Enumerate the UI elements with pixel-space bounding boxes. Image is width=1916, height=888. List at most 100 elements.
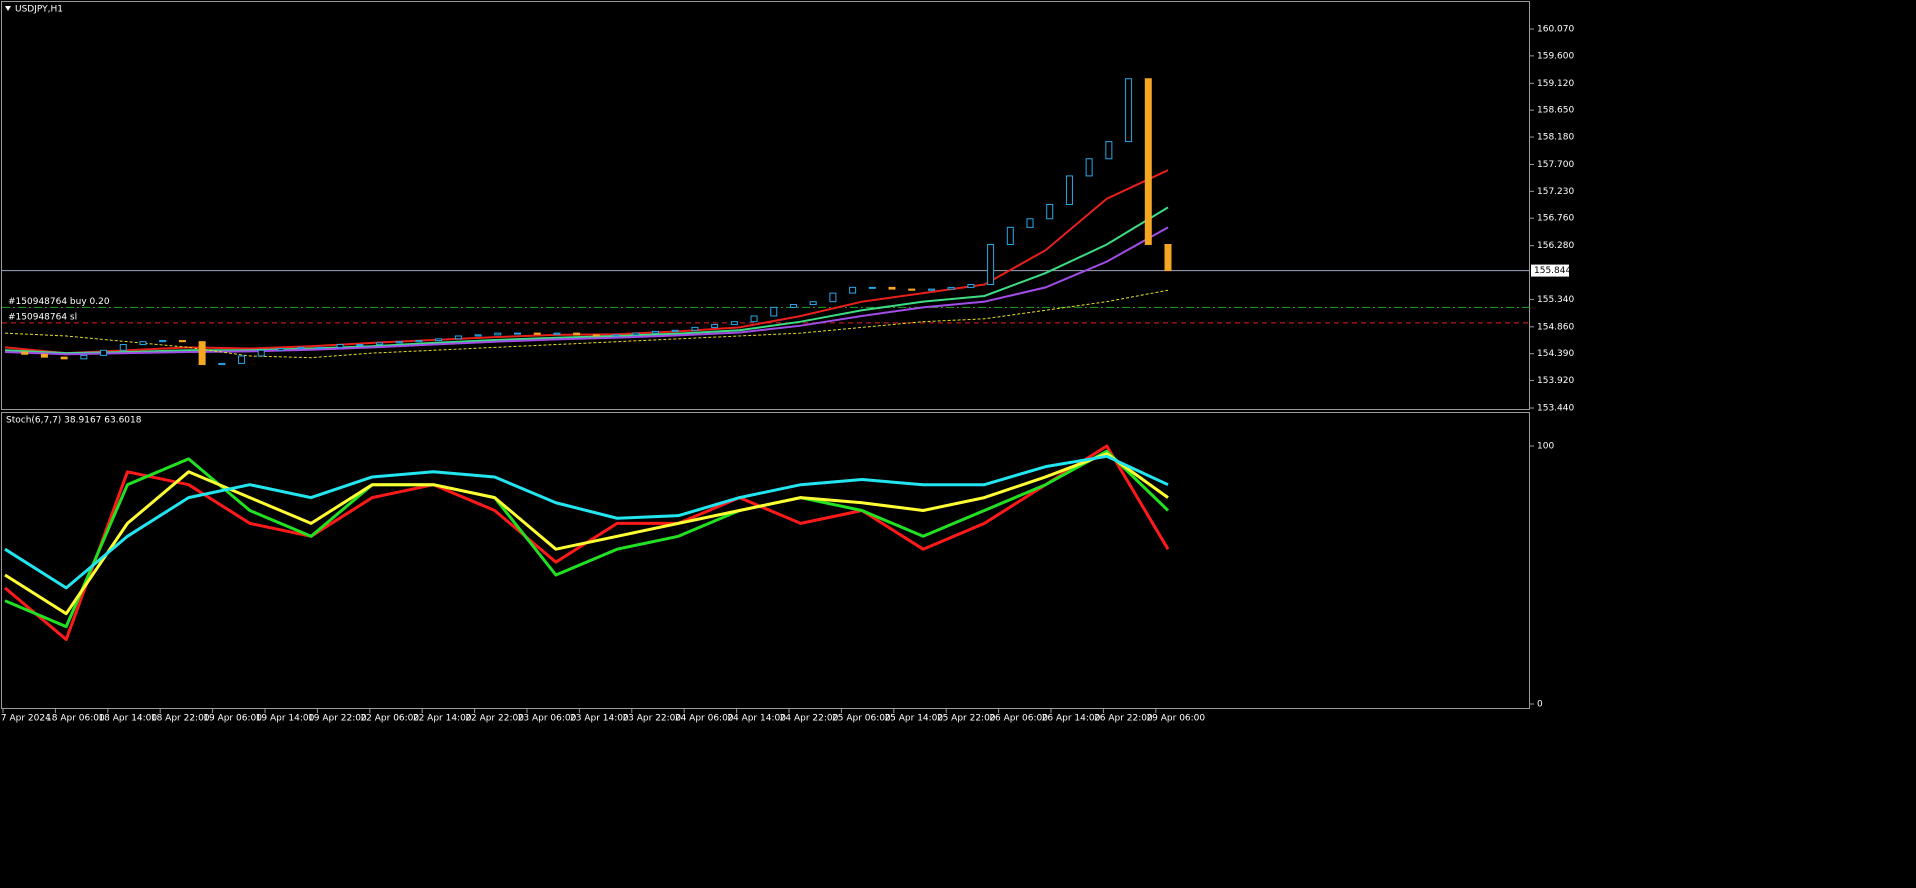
- candle: [474, 334, 482, 337]
- time-label: 18 Apr 22:00: [151, 714, 210, 724]
- candle: [1125, 78, 1133, 143]
- candle: [336, 344, 344, 348]
- candle: [711, 324, 719, 328]
- candle: [849, 286, 857, 294]
- time-label: 22 Apr 06:00: [360, 714, 419, 724]
- stoch-pane-border: [1, 412, 1530, 709]
- candle: [750, 315, 758, 323]
- price-tick-label: 157.230: [1537, 187, 1574, 197]
- price-tick-label: 155.340: [1537, 295, 1574, 305]
- time-label: 18 Apr 14:00: [98, 714, 157, 724]
- candle: [100, 349, 108, 356]
- candle: [691, 326, 699, 331]
- time-label: 26 Apr 06:00: [989, 714, 1048, 724]
- time-label: 22 Apr 22:00: [465, 714, 524, 724]
- stoch-line: [4, 449, 1170, 629]
- time-label: 23 Apr 06:00: [518, 714, 577, 724]
- stoch-tick-label: 0: [1537, 700, 1543, 710]
- candle: [21, 351, 29, 355]
- price-tick-label: 160.070: [1537, 25, 1574, 35]
- time-label: 19 Apr 06:00: [203, 714, 262, 724]
- time-label: 23 Apr 14:00: [570, 714, 629, 724]
- time-label: 18 Apr 06:00: [46, 714, 105, 724]
- time-label: 24 Apr 14:00: [727, 714, 786, 724]
- candle: [159, 340, 167, 343]
- collapse-icon[interactable]: [5, 6, 11, 11]
- candle: [80, 354, 88, 360]
- candle: [1105, 141, 1113, 160]
- price-pane-border: [1, 1, 1530, 410]
- candle: [967, 284, 975, 288]
- candle: [178, 340, 186, 343]
- candle: [908, 288, 916, 291]
- candle: [809, 301, 817, 306]
- candle: [730, 321, 738, 326]
- stoch-label: Stoch(6,7,7) 38.9167 63.6018: [6, 416, 142, 426]
- candle: [198, 341, 206, 366]
- candle: [40, 353, 48, 358]
- candle: [987, 244, 995, 286]
- candle: [651, 330, 659, 334]
- candle: [553, 332, 561, 335]
- candle: [119, 344, 127, 351]
- candle: [770, 306, 778, 317]
- time-label: 26 Apr 14:00: [1042, 714, 1101, 724]
- stoch-line: [4, 452, 1169, 616]
- current-price-label: 155.844: [1534, 266, 1571, 276]
- current-price-box: [1531, 264, 1569, 277]
- candle: [573, 332, 581, 336]
- candle: [376, 342, 384, 346]
- time-label: 26 Apr 22:00: [1094, 714, 1153, 724]
- time-label: 25 Apr 22:00: [937, 714, 996, 724]
- candle: [257, 349, 265, 357]
- candle: [1164, 244, 1172, 272]
- price-tick-label: 153.440: [1537, 404, 1574, 414]
- time-label: 17 Apr 2024: [0, 714, 51, 724]
- candle: [454, 335, 462, 340]
- price-tick-label: 159.120: [1537, 79, 1574, 89]
- time-label: 23 Apr 22:00: [622, 714, 681, 724]
- time-label: 24 Apr 06:00: [675, 714, 734, 724]
- order-label: #150948764 sl: [8, 312, 77, 322]
- candle: [1026, 218, 1034, 228]
- price-tick-label: 158.180: [1537, 133, 1574, 143]
- candle: [927, 288, 935, 291]
- candle: [671, 329, 679, 332]
- candle: [395, 341, 403, 344]
- candle: [829, 292, 837, 303]
- candle: [356, 344, 364, 347]
- time-label: 22 Apr 14:00: [413, 714, 472, 724]
- order-label: #150948764 buy 0.20: [8, 297, 110, 307]
- candle: [1065, 175, 1073, 205]
- time-label: 19 Apr 22:00: [308, 714, 367, 724]
- candle: [1046, 203, 1054, 220]
- candle: [218, 362, 226, 366]
- candle: [947, 286, 955, 290]
- candle: [277, 348, 285, 351]
- price-tick-label: 159.600: [1537, 51, 1574, 61]
- price-tick-label: 154.860: [1537, 322, 1574, 332]
- price-tick-label: 156.280: [1537, 241, 1574, 251]
- candle: [1085, 158, 1093, 177]
- price-tick-label: 153.920: [1537, 376, 1574, 386]
- price-tick-label: 157.700: [1537, 160, 1574, 170]
- candle: [435, 338, 443, 342]
- candle: [612, 334, 620, 337]
- candle: [888, 286, 896, 290]
- time-label: 25 Apr 14:00: [884, 714, 943, 724]
- price-tick-label: 158.650: [1537, 106, 1574, 116]
- candle: [868, 286, 876, 289]
- time-label: 19 Apr 14:00: [256, 714, 315, 724]
- price-tick-label: 156.760: [1537, 214, 1574, 224]
- moving-average: [4, 289, 1169, 359]
- candle: [1006, 226, 1014, 246]
- stoch-line: [4, 454, 1169, 590]
- price-tick-label: 154.390: [1537, 349, 1574, 359]
- candle: [297, 346, 305, 350]
- time-label: 24 Apr 22:00: [780, 714, 839, 724]
- candle: [139, 341, 147, 346]
- candle: [316, 346, 324, 349]
